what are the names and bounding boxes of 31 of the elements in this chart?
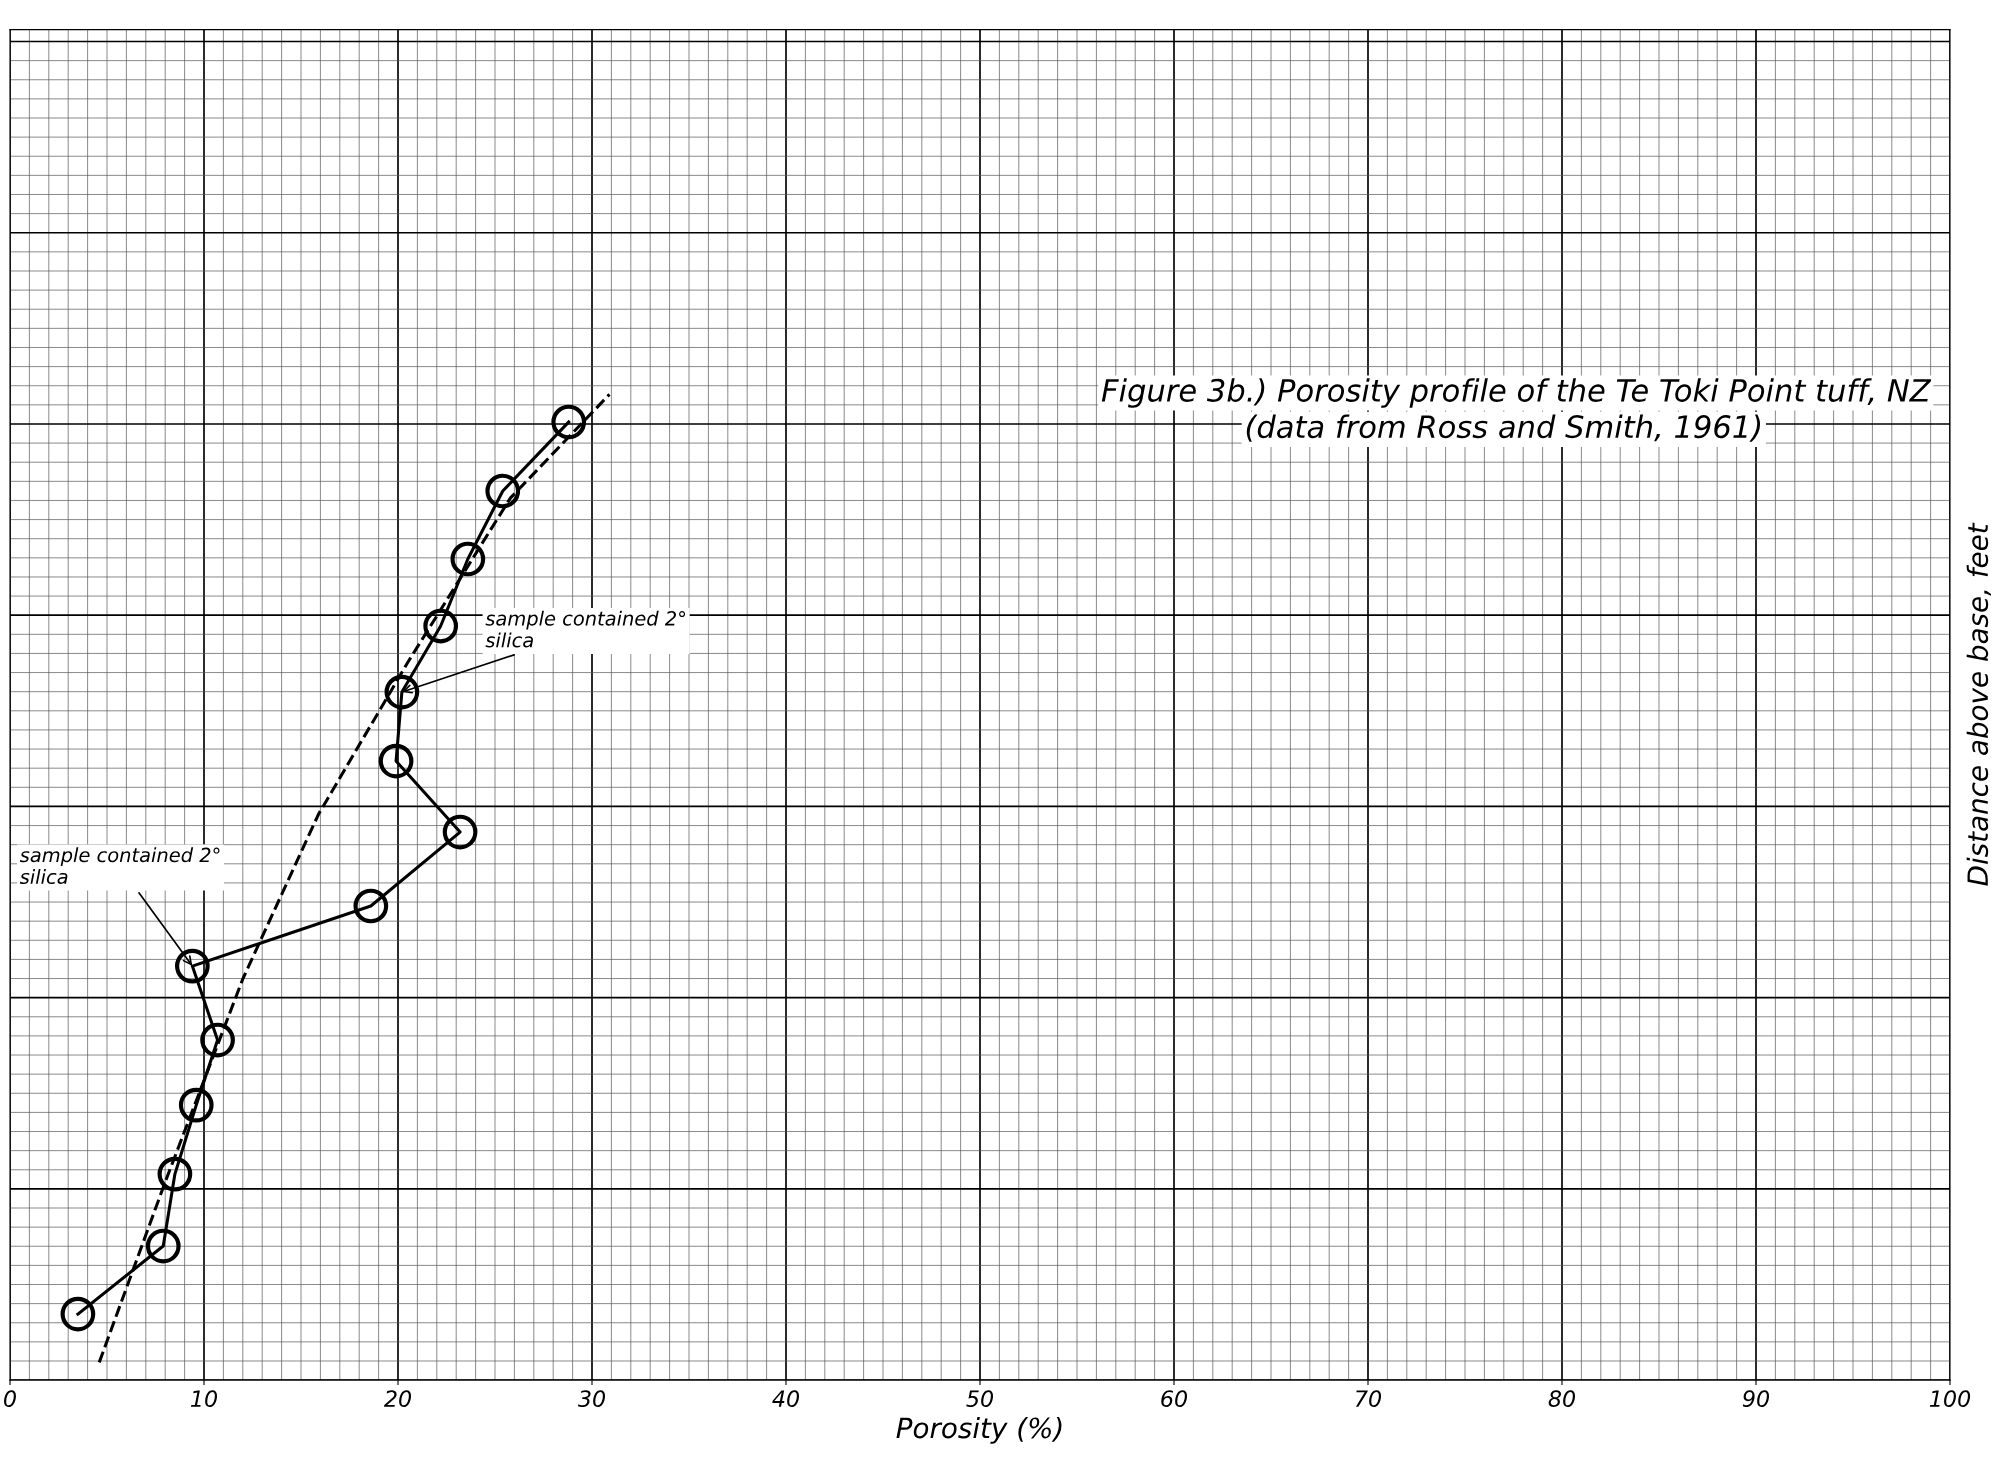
point [200,1022,235,1058]
x-tick-label: 50 [966,1390,994,1408]
point [485,473,521,509]
point [442,814,478,850]
point [378,743,414,779]
point [353,888,389,924]
x-tick-label: 30 [577,1390,606,1408]
x-tick-label: 0 [4,1390,16,1408]
point [145,1228,181,1264]
point [450,541,486,577]
x-tick-label: 80 [1548,1390,1576,1408]
point [157,1156,193,1192]
text: (data from Ross and Smith, 1961) [1246,414,1761,442]
point [551,404,587,440]
x-tick-label: 40 [772,1390,800,1408]
x-axis-title: Porosity (%) [896,1416,1062,1444]
x-tick-label: 10 [190,1390,218,1408]
point [384,674,420,710]
point [174,948,210,984]
annotation: sample contained 2° silica [19,847,220,885]
point [178,1087,214,1123]
y-axis-title: Distance above base, feet [1966,522,1991,886]
x-tick-label: 70 [1355,1390,1382,1408]
x-tick-label: 60 [1161,1390,1188,1408]
x-tick-label: 90 [1742,1390,1770,1408]
annotation: sample contained 2° silica [485,610,686,648]
x-tick-label: 20 [383,1390,412,1408]
point [60,1296,96,1332]
chart-title: Figure 3b.) Porosity profile of the Te Toki Point tuff, NZ [1101,378,1932,408]
point [423,608,459,644]
x-tick-label: 100 [1929,1390,1971,1408]
